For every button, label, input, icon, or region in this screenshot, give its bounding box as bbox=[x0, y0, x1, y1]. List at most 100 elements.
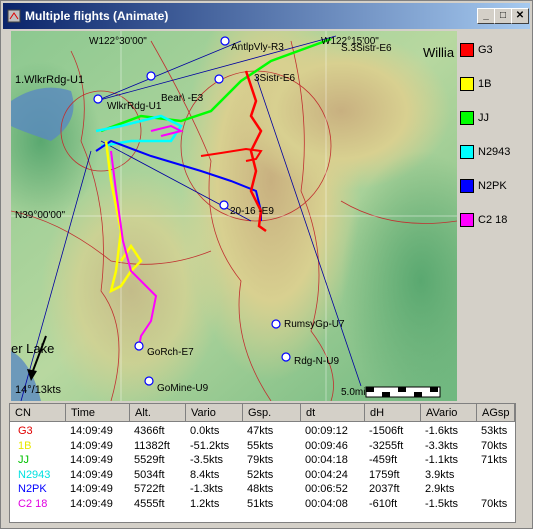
map-label: W122°30'00" bbox=[89, 36, 147, 47]
table-cell: 0.0kts bbox=[190, 425, 220, 437]
table-cell: -3.5kts bbox=[190, 454, 224, 466]
wind-label: 14°/13kts bbox=[15, 384, 61, 396]
table-cell: 5529ft bbox=[134, 454, 165, 466]
map-label: N39°00'00" bbox=[15, 210, 65, 221]
map-label: Willia bbox=[423, 45, 455, 60]
table-cell: 2.9kts bbox=[425, 483, 455, 495]
table-cell: -459ft bbox=[369, 454, 398, 466]
table-cell: 00:09:12 bbox=[305, 425, 348, 437]
table-cell: -1506ft bbox=[369, 425, 404, 437]
column-header[interactable]: dH bbox=[365, 404, 421, 422]
flight-cn: N2PK bbox=[18, 483, 47, 495]
table-cell: 51kts bbox=[247, 497, 274, 510]
table-cell: 47kts bbox=[247, 425, 274, 437]
table-cell: 2037ft bbox=[369, 483, 400, 495]
table-cell: 1.2kts bbox=[190, 497, 220, 510]
legend-swatch bbox=[460, 213, 474, 227]
legend-label: C2 18 bbox=[478, 213, 508, 226]
column-header[interactable]: AGsp bbox=[477, 404, 515, 422]
column-header[interactable]: Vario bbox=[186, 404, 243, 422]
table-cell: -1.5kts bbox=[425, 497, 459, 510]
table-cell: -1.1kts bbox=[425, 454, 459, 466]
legend-swatch bbox=[460, 43, 474, 57]
table-cell: 5034ft bbox=[134, 468, 165, 481]
close-button[interactable]: ✕ bbox=[511, 8, 529, 24]
table-cell: 53kts bbox=[481, 425, 508, 437]
table-cell: -1.6kts bbox=[425, 425, 459, 437]
table-cell: 8.4kts bbox=[190, 468, 220, 481]
table-cell: 00:04:24 bbox=[305, 468, 348, 481]
table-cell: -610ft bbox=[369, 497, 398, 510]
legend-label: JJ bbox=[478, 111, 489, 124]
table-cell: 14:09:49 bbox=[70, 483, 113, 495]
minimize-button[interactable]: _ bbox=[477, 8, 495, 24]
legend-item: JJ bbox=[460, 111, 489, 125]
table-cell: 00:06:52 bbox=[305, 483, 348, 495]
app-icon bbox=[7, 9, 21, 23]
table-cell: -1.3kts bbox=[190, 483, 224, 495]
map-label: Bear\ -E3 bbox=[161, 93, 204, 104]
column-header[interactable]: AVario bbox=[421, 404, 477, 422]
table-cell: 14:09:49 bbox=[70, 454, 113, 466]
table-cell: 1759ft bbox=[369, 468, 400, 481]
legend-label: 1B bbox=[478, 77, 492, 90]
map-label: er Lake bbox=[11, 341, 54, 356]
legend-item: 1B bbox=[460, 77, 491, 91]
table-cell: 70kts bbox=[481, 439, 508, 452]
map-label: 1.WlkrRdg-U1 bbox=[15, 74, 84, 86]
legend-label: N2PK bbox=[478, 179, 507, 192]
flight-cn: 1B bbox=[18, 439, 32, 452]
table-cell: 52kts bbox=[247, 468, 274, 481]
title-bar: Multiple flights (Animate) _ □ ✕ bbox=[3, 3, 530, 29]
table-cell: 14:09:49 bbox=[70, 497, 113, 510]
map-label: W122°15'00" bbox=[321, 36, 379, 47]
legend-item: N2943 bbox=[460, 145, 510, 159]
legend-swatch bbox=[460, 179, 474, 193]
map-label: 3Sistr-E6 bbox=[254, 73, 296, 84]
flight-cn: C2 18 bbox=[18, 497, 48, 510]
table-cell: 48kts bbox=[247, 483, 274, 495]
map-label: Rdg-N-U9 bbox=[294, 356, 339, 367]
table-cell: 4366ft bbox=[134, 425, 165, 437]
flight-cn: N2943 bbox=[18, 468, 51, 481]
map-label: 20-16 -E9 bbox=[230, 206, 274, 217]
table-cell: 71kts bbox=[481, 454, 508, 466]
table-cell: 5722ft bbox=[134, 483, 165, 495]
map-label: GoMine-U9 bbox=[157, 383, 209, 394]
legend-swatch bbox=[460, 77, 474, 91]
table-cell: 14:09:49 bbox=[70, 439, 113, 452]
legend-label: G3 bbox=[478, 43, 493, 56]
map-label: WlkrRdg-U1 bbox=[107, 101, 162, 112]
flight-cn: JJ bbox=[18, 454, 29, 466]
column-header[interactable]: Time bbox=[66, 404, 130, 422]
table-cell: 4555ft bbox=[134, 497, 165, 510]
column-header[interactable]: CN bbox=[10, 404, 66, 422]
table-cell: 14:09:49 bbox=[70, 425, 113, 437]
legend-swatch bbox=[460, 145, 474, 159]
table-cell: 55kts bbox=[247, 439, 274, 452]
map-label: GoRch-E7 bbox=[147, 347, 194, 358]
flight-table: CN Time Alt. Vario Gsp. dt dH AVario AGsp G3 14:09… bbox=[9, 403, 516, 523]
window-title: Multiple flights (Animate) bbox=[25, 9, 169, 23]
table-cell: 79kts bbox=[247, 454, 274, 466]
table-cell: 14:09:49 bbox=[70, 468, 113, 481]
table-cell: 00:04:08 bbox=[305, 497, 348, 510]
table-cell: 70kts bbox=[481, 497, 508, 510]
maximize-button[interactable]: □ bbox=[494, 8, 512, 24]
table-cell: 3.9kts bbox=[425, 468, 455, 481]
table-cell: -3255ft bbox=[369, 439, 404, 452]
flight-cn: G3 bbox=[18, 425, 33, 437]
column-header[interactable]: Gsp. bbox=[243, 404, 301, 422]
column-header[interactable]: dt bbox=[301, 404, 365, 422]
scale-label: 5.0mi bbox=[341, 387, 365, 398]
table-cell: 00:09:46 bbox=[305, 439, 348, 452]
legend-label: N2943 bbox=[478, 145, 511, 158]
map-label: AntlpVly-R3 bbox=[231, 42, 284, 53]
map-label: S.3Sistr-E6 bbox=[341, 43, 392, 54]
map-label: RumsyGp-U7 bbox=[284, 319, 345, 330]
legend: G3 1B JJ N2943 N2PK C2 18 bbox=[457, 31, 532, 401]
column-header[interactable]: Alt. bbox=[130, 404, 186, 422]
table-cell: -3.3kts bbox=[425, 439, 459, 452]
map: W122°30'00" W122°15'00" AntlpVly-R3 S.3S… bbox=[11, 31, 457, 401]
